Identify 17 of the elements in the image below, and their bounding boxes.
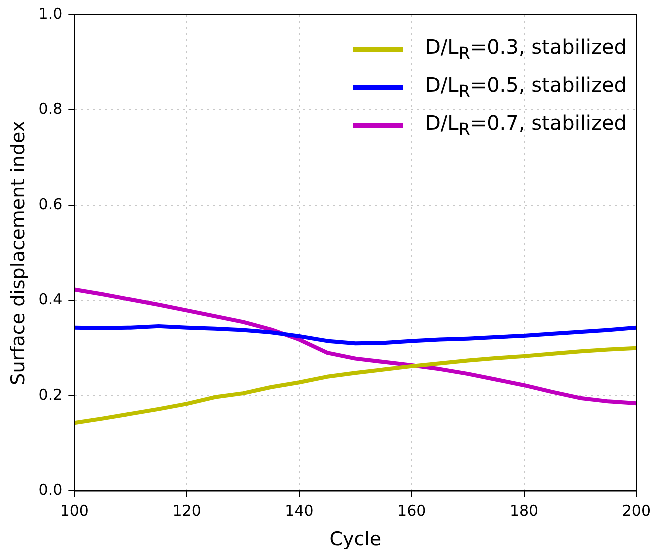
x-tick-label: 200 bbox=[622, 502, 652, 520]
y-tick-label: 1.0 bbox=[38, 4, 63, 23]
y-axis-title: Surface displacement index bbox=[7, 120, 30, 386]
legend-label: D/L$_{R}$=0.7, stabilized bbox=[425, 111, 627, 139]
y-tick-label: 0.4 bbox=[38, 290, 63, 309]
y-tick-label: 0.6 bbox=[38, 195, 63, 214]
x-tick-label: 180 bbox=[510, 502, 539, 520]
y-tick-label: 0.8 bbox=[38, 100, 63, 118]
y-tick-label: 0.0 bbox=[38, 481, 63, 500]
legend-label: D/L$_{R}$=0.5, stabilized bbox=[425, 73, 627, 101]
y-tick-label: 0.2 bbox=[38, 386, 63, 404]
x-tick-label: 100 bbox=[60, 502, 89, 520]
x-tick-label: 120 bbox=[172, 502, 202, 520]
legend-label: D/L$_{R}$=0.3, stabilized bbox=[425, 35, 627, 63]
x-axis-title: Cycle bbox=[330, 528, 382, 551]
x-tick-label: 140 bbox=[285, 502, 314, 520]
x-tick-label: 160 bbox=[398, 502, 426, 520]
